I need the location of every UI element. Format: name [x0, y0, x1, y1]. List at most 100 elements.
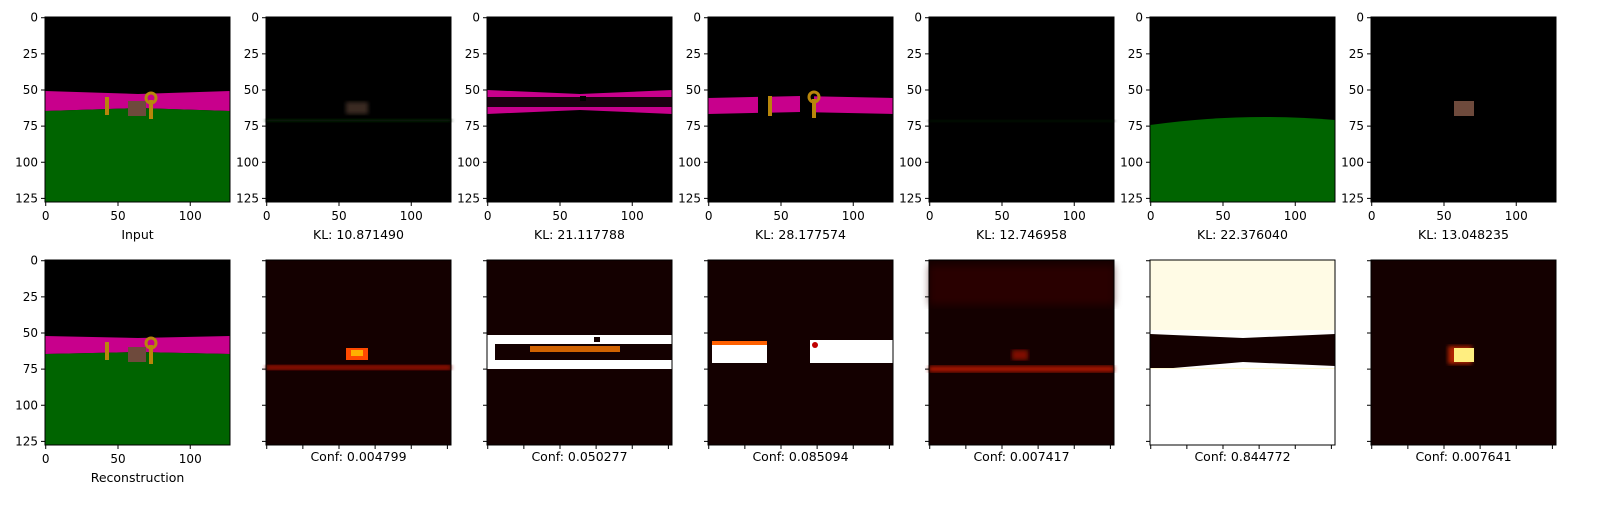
panel-top-3: [708, 17, 893, 202]
y-tick-label: 125: [1341, 191, 1364, 205]
y-tick-label: 50: [465, 83, 480, 97]
y-tick-label: 25: [1349, 47, 1364, 61]
y-tick-label: 125: [15, 434, 38, 448]
y-tick-label: 25: [244, 47, 259, 61]
y-tick-label: 0: [251, 11, 259, 25]
axes-frame: [1149, 16, 1336, 203]
axes-frame: [707, 16, 894, 203]
x-tick-label: 0: [42, 452, 50, 466]
panel-bottom-0: [45, 260, 230, 445]
x-tick-label: 100: [179, 452, 202, 466]
y-tick-label: 0: [914, 11, 922, 25]
y-tick-label: 125: [457, 191, 480, 205]
panel-bottom-4: [929, 260, 1114, 445]
y-tick-label: 100: [236, 155, 259, 169]
y-tick-label: 75: [23, 362, 38, 376]
x-tick-label: 100: [1505, 209, 1528, 223]
x-tick-label: 50: [1436, 209, 1451, 223]
axes-frame: [265, 259, 452, 446]
axes-frame: [1149, 259, 1336, 446]
panel-bottom-6: [1371, 260, 1556, 445]
axes-frame: [44, 259, 231, 446]
x-tick-label: 50: [1215, 209, 1230, 223]
y-tick-label: 50: [23, 326, 38, 340]
y-tick-label: 100: [899, 155, 922, 169]
x-tick-label: 0: [705, 209, 713, 223]
caption-bottom-1: Conf: 0.004799: [310, 449, 406, 464]
caption-top-1: KL: 10.871490: [313, 227, 404, 242]
caption-top-5: KL: 22.376040: [1197, 227, 1288, 242]
y-tick-label: 75: [1349, 119, 1364, 133]
y-tick-label: 100: [1120, 155, 1143, 169]
x-tick-label: 50: [110, 209, 125, 223]
panel-top-2: [487, 17, 672, 202]
y-tick-label: 125: [1120, 191, 1143, 205]
caption-bottom-0: Reconstruction: [91, 470, 185, 485]
y-tick-label: 75: [244, 119, 259, 133]
x-tick-label: 50: [331, 209, 346, 223]
x-tick-label: 100: [179, 209, 202, 223]
y-tick-label: 50: [23, 83, 38, 97]
x-tick-label: 0: [484, 209, 492, 223]
panel-top-4: [929, 17, 1114, 202]
x-tick-label: 100: [621, 209, 644, 223]
y-tick-label: 100: [457, 155, 480, 169]
y-tick-label: 0: [1356, 11, 1364, 25]
y-tick-label: 100: [678, 155, 701, 169]
x-tick-label: 0: [263, 209, 271, 223]
caption-top-3: KL: 28.177574: [755, 227, 846, 242]
x-tick-label: 0: [1368, 209, 1376, 223]
axes-layer: 0 25 50 75 100 125 0 50 100 Input 0 25 50 75 100 125 0 50…: [15, 11, 1557, 485]
y-tick-label: 25: [907, 47, 922, 61]
caption-top-4: KL: 12.746958: [976, 227, 1067, 242]
x-tick-label: 100: [1063, 209, 1086, 223]
caption-bottom-3: Conf: 0.085094: [752, 449, 848, 464]
y-tick-label: 50: [244, 83, 259, 97]
axes-frame: [44, 16, 231, 203]
panel-bottom-2: [487, 260, 672, 445]
y-tick-label: 75: [1128, 119, 1143, 133]
y-tick-label: 125: [236, 191, 259, 205]
axes-frame: [486, 16, 673, 203]
y-tick-label: 0: [30, 254, 38, 268]
x-tick-label: 100: [400, 209, 423, 223]
y-tick-label: 25: [686, 47, 701, 61]
y-tick-label: 125: [15, 191, 38, 205]
y-tick-label: 0: [693, 11, 701, 25]
axes-frame: [1370, 16, 1557, 203]
y-tick-label: 50: [686, 83, 701, 97]
axes-frame: [265, 16, 452, 203]
caption-bottom-2: Conf: 0.050277: [531, 449, 627, 464]
caption-bottom-5: Conf: 0.844772: [1194, 449, 1290, 464]
panel-top-5: [1150, 17, 1335, 202]
panel-bottom-5: [1150, 260, 1335, 445]
y-tick-label: 50: [1128, 83, 1143, 97]
caption-bottom-6: Conf: 0.007641: [1415, 449, 1511, 464]
x-tick-label: 100: [1284, 209, 1307, 223]
x-tick-label: 50: [773, 209, 788, 223]
y-tick-label: 50: [907, 83, 922, 97]
y-tick-label: 75: [23, 119, 38, 133]
caption-top-2: KL: 21.117788: [534, 227, 625, 242]
y-tick-label: 25: [23, 47, 38, 61]
y-tick-label: 0: [30, 11, 38, 25]
y-tick-label: 0: [472, 11, 480, 25]
panel-bottom-3: [708, 260, 893, 445]
y-tick-label: 0: [1135, 11, 1143, 25]
axes-frame: [928, 16, 1115, 203]
caption-top-6: KL: 13.048235: [1418, 227, 1509, 242]
panel-top-1: [266, 17, 451, 202]
y-tick-label: 125: [899, 191, 922, 205]
panel-top-0: [45, 17, 230, 202]
x-tick-label: 100: [842, 209, 865, 223]
y-tick-label: 25: [23, 290, 38, 304]
y-tick-label: 75: [465, 119, 480, 133]
x-tick-label: 0: [926, 209, 934, 223]
x-tick-label: 50: [552, 209, 567, 223]
y-tick-label: 100: [15, 398, 38, 412]
x-tick-label: 50: [110, 452, 125, 466]
caption-top-0: Input: [121, 227, 153, 242]
y-tick-label: 125: [678, 191, 701, 205]
panel-top-6: [1371, 17, 1556, 202]
x-tick-label: 50: [994, 209, 1009, 223]
